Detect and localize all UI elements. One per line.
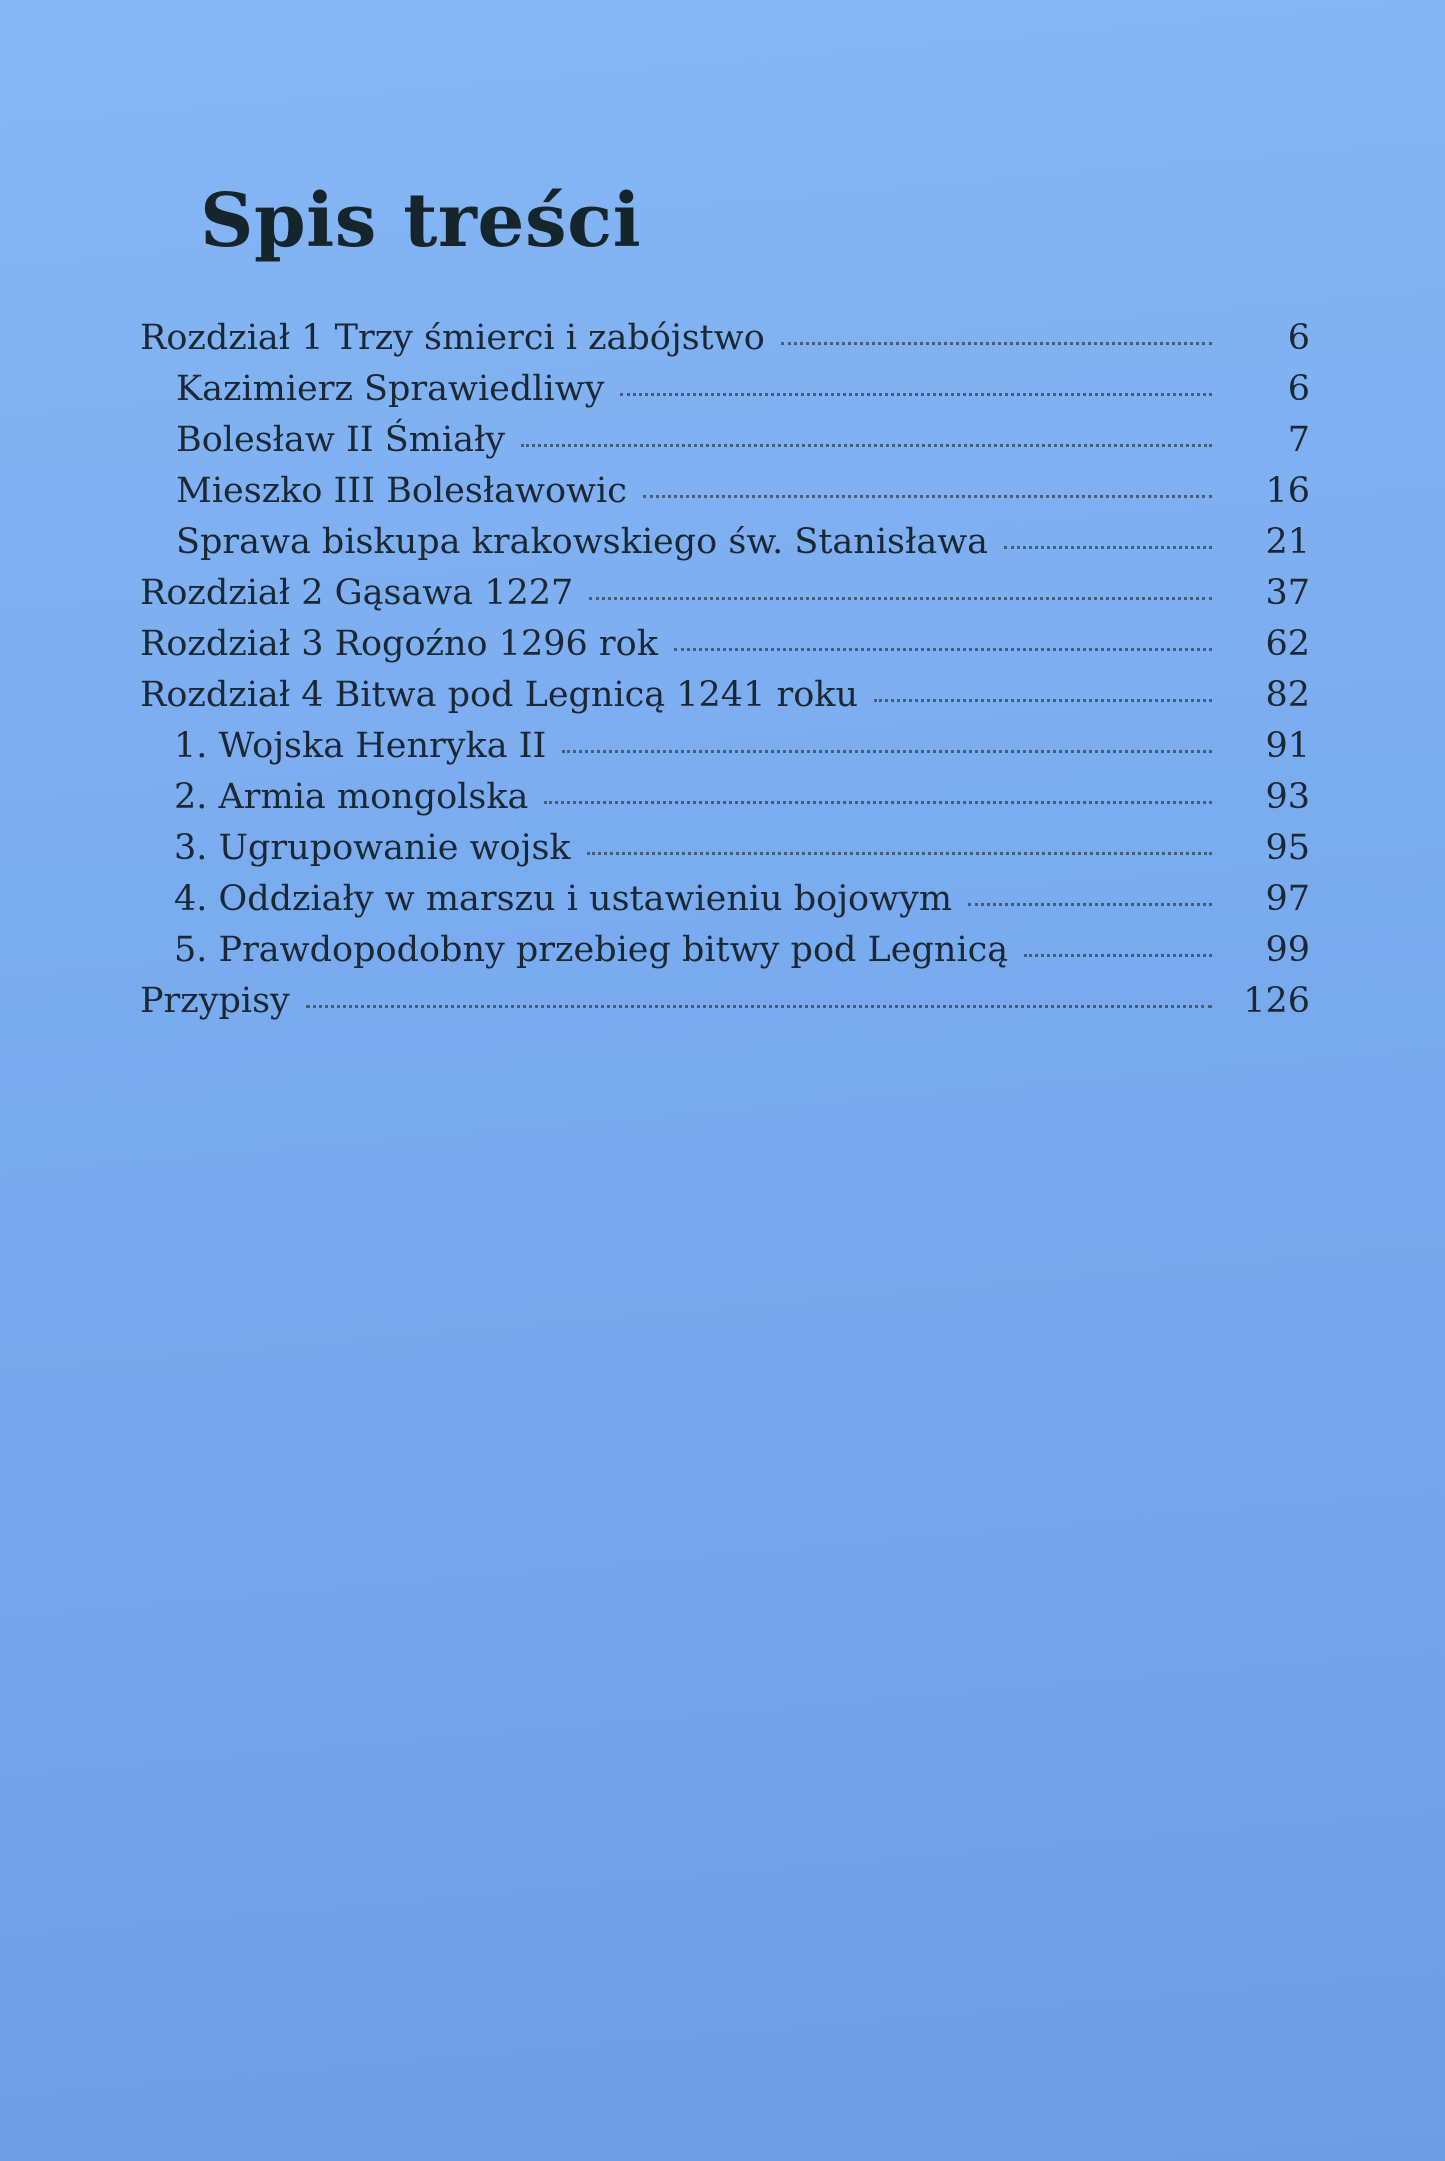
toc-entry-label: Sprawa biskupa krakowskiego św. Stanisła… (176, 522, 989, 562)
page-title: Spis treści (200, 178, 642, 264)
dot-leader (562, 750, 1212, 753)
dot-leader (780, 342, 1212, 345)
toc-entry: 5. Prawdopodobny przebieg bitwy pod Legn… (140, 930, 1310, 981)
toc-entry-page: 21 (1265, 522, 1310, 562)
dot-leader (589, 597, 1212, 600)
toc-entry-label: 2. Armia mongolska (174, 777, 529, 817)
toc-entry-page: 82 (1265, 675, 1310, 715)
toc-entry: 1. Wojska Henryka II 91 (140, 726, 1310, 777)
toc-entry-label: Rozdział 3 Rogoźno 1296 rok (140, 624, 658, 664)
toc-entry: Bolesław II Śmiały 7 (140, 420, 1310, 471)
toc-entry-page: 91 (1265, 726, 1310, 766)
toc-entry: Kazimierz Sprawiedliwy 6 (140, 369, 1310, 420)
toc-entry-page: 6 (1287, 369, 1310, 409)
toc-entry-label: Rozdział 4 Bitwa pod Legnicą 1241 roku (140, 675, 859, 715)
dot-leader (521, 444, 1212, 447)
toc-entry: Rozdział 4 Bitwa pod Legnicą 1241 roku 82 (140, 675, 1310, 726)
toc-entry-page: 37 (1265, 573, 1310, 613)
dot-leader (1024, 954, 1212, 957)
dot-leader (620, 393, 1212, 396)
toc-entry-page: 7 (1287, 420, 1310, 460)
toc-entry-page: 95 (1265, 828, 1310, 868)
toc-entry-page: 99 (1265, 930, 1310, 970)
toc-entry: Rozdział 2 Gąsawa 1227 37 (140, 573, 1310, 624)
toc-entry-page: 6 (1287, 318, 1310, 358)
toc-entry-label: Rozdział 1 Trzy śmierci i zabójstwo (140, 318, 765, 358)
toc-entry-page: 97 (1265, 879, 1310, 919)
dot-leader (673, 648, 1212, 651)
toc-entry-page: 16 (1265, 471, 1310, 511)
dot-leader (968, 903, 1212, 906)
toc-entry-label: 4. Oddziały w marszu i ustawieniu bojowy… (174, 879, 953, 919)
toc-entry: Rozdział 1 Trzy śmierci i zabójstwo 6 (140, 318, 1310, 369)
toc-entry: 4. Oddziały w marszu i ustawieniu bojowy… (140, 879, 1310, 930)
toc-entry-page: 62 (1265, 624, 1310, 664)
toc-entry: 2. Armia mongolska 93 (140, 777, 1310, 828)
toc-entry: Mieszko III Bolesławowic 16 (140, 471, 1310, 522)
toc-entry-page: 93 (1265, 777, 1310, 817)
toc-entry: Sprawa biskupa krakowskiego św. Stanisła… (140, 522, 1310, 573)
toc-entry-page: 126 (1243, 981, 1310, 1021)
toc-entry-label: 5. Prawdopodobny przebieg bitwy pod Legn… (174, 930, 1009, 970)
toc-entry: Przypisy 126 (140, 981, 1310, 1032)
dot-leader (874, 699, 1212, 702)
dot-leader (642, 495, 1212, 498)
toc-entry-label: 3. Ugrupowanie wojsk (174, 828, 571, 868)
toc-entry-label: 1. Wojska Henryka II (174, 726, 547, 766)
toc-entry-label: Kazimierz Sprawiedliwy (176, 369, 605, 409)
dot-leader (1004, 546, 1212, 549)
toc-entry-label: Mieszko III Bolesławowic (176, 471, 627, 511)
toc-entry: Rozdział 3 Rogoźno 1296 rok 62 (140, 624, 1310, 675)
dot-leader (586, 852, 1212, 855)
dot-leader (305, 1005, 1212, 1008)
toc-entry-label: Rozdział 2 Gąsawa 1227 (140, 573, 574, 613)
table-of-contents: Rozdział 1 Trzy śmierci i zabójstwo 6 Kaz… (140, 318, 1310, 1032)
dot-leader (544, 801, 1212, 804)
toc-entry-label: Bolesław II Śmiały (176, 420, 506, 460)
toc-entry: 3. Ugrupowanie wojsk 95 (140, 828, 1310, 879)
toc-entry-label: Przypisy (140, 981, 290, 1021)
